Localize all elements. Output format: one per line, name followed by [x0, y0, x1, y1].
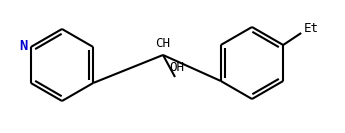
Text: OH: OH [169, 61, 185, 74]
Text: N: N [20, 39, 28, 53]
Text: Et: Et [304, 22, 319, 34]
Text: CH: CH [156, 37, 170, 50]
